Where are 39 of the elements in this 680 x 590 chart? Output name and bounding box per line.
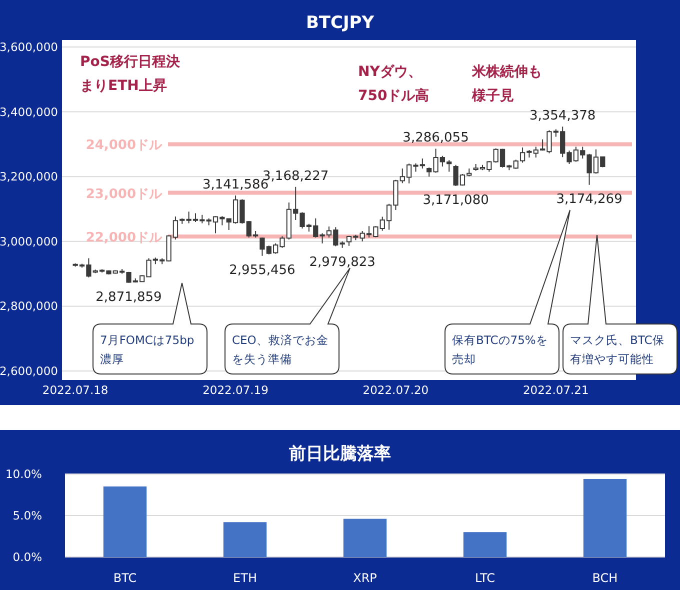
y-tick-label: 10.0% bbox=[5, 467, 42, 481]
ref-line-label: 23,000ドル bbox=[86, 186, 163, 202]
chart-title: 前日比騰落率 bbox=[288, 444, 391, 464]
annotation: 3,171,080 bbox=[422, 192, 489, 208]
ref-line-label: 24,000ドル bbox=[86, 138, 163, 154]
annotation: 3,174,269 bbox=[556, 192, 622, 207]
callout: 保有BTCの75%を売却 bbox=[444, 210, 570, 374]
x-tick-label: 2022.07.18 bbox=[42, 383, 108, 397]
annotation: 2,979,823 bbox=[309, 254, 376, 270]
x-tick-label: BCH bbox=[592, 571, 618, 585]
callout: マスク氏、BTC保有増やす可能性 bbox=[562, 234, 678, 374]
annotation: 2,871,859 bbox=[96, 290, 162, 305]
y-tick-label: 2,600,000 bbox=[0, 364, 58, 378]
x-tick-label: ETH bbox=[233, 571, 257, 585]
y-tick-label: 3,000,000 bbox=[0, 234, 58, 248]
y-tick-label: 5.0% bbox=[12, 508, 42, 522]
y-tick-label: 3,200,000 bbox=[0, 170, 58, 184]
annotation: NYダウ、750ドル高 bbox=[358, 64, 430, 104]
annotation: 3,286,055 bbox=[402, 130, 469, 146]
annotation: 保有BTCの75%を売却 bbox=[452, 333, 548, 366]
y-tick-label: 2,800,000 bbox=[0, 299, 58, 314]
x-tick-label: 2022.07.19 bbox=[202, 383, 268, 397]
y-tick-label: 3,400,000 bbox=[0, 104, 58, 119]
y-tick-label: 0.0% bbox=[12, 550, 42, 564]
ref-line-label: 22,000ドル bbox=[86, 230, 163, 246]
x-tick-label: XRP bbox=[353, 571, 377, 585]
annotation: CEO、救済でお金を失う準備 bbox=[232, 333, 328, 366]
y-tick-label: 3,600,000 bbox=[0, 40, 58, 54]
x-tick-label: 2022.07.20 bbox=[362, 383, 429, 397]
x-tick-label: LTC bbox=[474, 571, 496, 585]
annotation: PoS移行日程決まりETH上昇 bbox=[80, 54, 181, 94]
x-tick-label: 2022.07.21 bbox=[522, 383, 589, 397]
x-tick-label: BTC bbox=[113, 571, 137, 585]
annotation: マスク氏、BTC保有増やす可能性 bbox=[570, 333, 664, 366]
annotation: 7月FOMCは75bp濃厚 bbox=[100, 333, 194, 366]
annotation: 2,955,456 bbox=[229, 262, 296, 278]
annotation: 3,354,378 bbox=[529, 108, 596, 124]
chart-title: BTCJPY bbox=[306, 13, 375, 33]
annotation: 米株続伸も様子見 bbox=[471, 64, 542, 104]
